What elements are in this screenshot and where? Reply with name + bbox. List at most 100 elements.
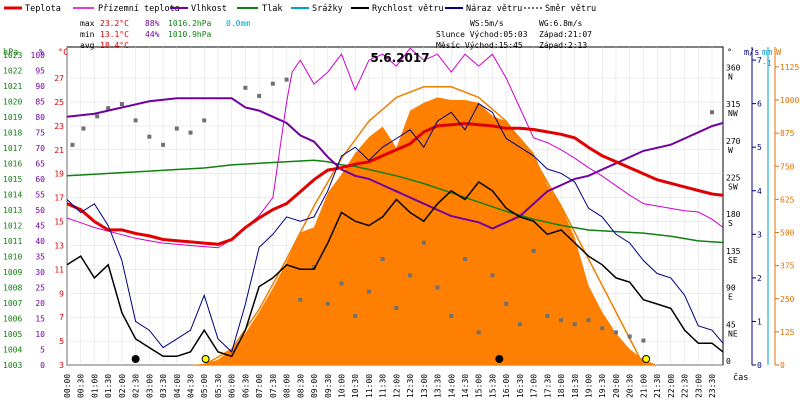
wind-direction-point bbox=[353, 314, 358, 319]
axis-tick-dir: 360 bbox=[726, 63, 741, 72]
axis-tick-dir: 225 bbox=[726, 174, 741, 183]
axis-tick-solar: 1000 bbox=[780, 96, 799, 105]
info-sun: Slunce Východ:05:03 bbox=[436, 30, 528, 39]
legend: Teplota Přízemní teplota Vlhkost Tlak Sr… bbox=[4, 4, 596, 14]
axis-tick-x: 14:00 bbox=[447, 374, 456, 398]
axis-tick-solar: 125 bbox=[780, 328, 795, 337]
axis-tick-x: 20:30 bbox=[626, 374, 635, 398]
left-axes: 1003100410051006100710081009101010111012… bbox=[3, 51, 64, 370]
axis-tick-pct: 65 bbox=[35, 159, 45, 168]
axis-tick-hpa: 1018 bbox=[3, 128, 22, 137]
stats-block: max 23.2°C 88% 1016.2hPa 0.0mm min 13.1°… bbox=[80, 19, 250, 50]
axis-tick-pct: 30 bbox=[35, 268, 45, 277]
wind-direction-point bbox=[119, 102, 124, 107]
wind-direction-point bbox=[257, 93, 262, 98]
axis-tick-dir-compass: SE bbox=[728, 256, 738, 265]
wind-speed-line bbox=[67, 180, 723, 358]
axis-tick-dir: 90 bbox=[726, 284, 736, 293]
wind-direction-point bbox=[490, 273, 495, 278]
axis-tick-x: 00:30 bbox=[77, 374, 86, 398]
axis-tick-x: 21:00 bbox=[639, 374, 648, 398]
axis-tick-wind: 0 bbox=[757, 361, 762, 370]
axis-tick-temp: 7 bbox=[59, 313, 64, 322]
wind-direction-point bbox=[174, 126, 179, 131]
axis-tick-hpa: 1006 bbox=[3, 314, 22, 323]
axis-tick-hpa: 1014 bbox=[3, 190, 22, 199]
axis-tick-temp: 17 bbox=[54, 194, 64, 203]
axis-tick-x: 21:30 bbox=[653, 374, 662, 398]
axis-tick-x: 05:30 bbox=[214, 374, 223, 398]
axis-tick-x: 03:30 bbox=[159, 374, 168, 398]
axis-tick-temp: 19 bbox=[54, 170, 64, 179]
axis-tick-x: 08:30 bbox=[296, 374, 305, 398]
wind-direction-point bbox=[641, 338, 646, 343]
wind-direction-point bbox=[559, 318, 564, 323]
axis-tick-x: 10:30 bbox=[351, 374, 360, 398]
stats-min-label: min bbox=[80, 30, 95, 39]
axis-tick-x: 14:30 bbox=[461, 374, 470, 398]
axis-tick-x: 15:00 bbox=[475, 374, 484, 398]
legend-label-rain: Srážky bbox=[312, 4, 343, 14]
axis-tick-x: 13:30 bbox=[434, 374, 443, 398]
wind-direction-point bbox=[147, 134, 152, 139]
legend-label-humidity: Vlhkost bbox=[191, 4, 227, 14]
axis-header-solar: W bbox=[776, 48, 782, 58]
wind-direction-point bbox=[408, 273, 413, 278]
axis-tick-dir-compass: SW bbox=[728, 183, 738, 192]
axis-tick-dir: 270 bbox=[726, 137, 741, 146]
wind-direction-point bbox=[95, 114, 100, 119]
wind-direction-point bbox=[284, 77, 289, 82]
axis-tick-x: 23:30 bbox=[708, 374, 717, 398]
axis-tick-x: 01:30 bbox=[104, 374, 113, 398]
axis-tick-x: 12:00 bbox=[392, 374, 401, 398]
axis-tick-x: 20:00 bbox=[612, 374, 621, 398]
axis-tick-dir: 135 bbox=[726, 247, 741, 256]
wind-direction-point bbox=[366, 289, 371, 294]
axis-header-dir: ° bbox=[727, 48, 732, 58]
axis-tick-hpa: 1016 bbox=[3, 159, 22, 168]
wind-direction-point bbox=[586, 318, 591, 323]
legend-label-temperature: Teplota bbox=[25, 4, 61, 14]
axis-tick-hpa: 1013 bbox=[3, 206, 22, 215]
info-block: WS:5m/s WG:6.8m/s Slunce Východ:05:03 Zá… bbox=[436, 19, 592, 50]
axis-tick-pct: 55 bbox=[35, 190, 45, 199]
axis-tick-hpa: 1010 bbox=[3, 252, 22, 261]
axis-tick-wind: 1 bbox=[757, 317, 762, 326]
axis-tick-hpa: 1008 bbox=[3, 283, 22, 292]
wind-direction-point bbox=[81, 126, 86, 131]
wind-direction-point bbox=[325, 301, 330, 306]
wind-direction-point bbox=[394, 305, 399, 310]
axis-tick-x: 12:30 bbox=[406, 374, 415, 398]
stats-avg-temp: 18.4°C bbox=[100, 41, 129, 50]
axis-tick-wind: 5 bbox=[757, 143, 762, 152]
axis-tick-pct: 15 bbox=[35, 314, 45, 323]
axis-tick-x: 03:00 bbox=[145, 374, 154, 398]
axis-header-temp: °C bbox=[58, 48, 68, 58]
axis-tick-hpa: 1009 bbox=[3, 268, 22, 277]
chart-title: 5.6.2017 bbox=[370, 51, 429, 65]
axis-tick-temp: 3 bbox=[59, 361, 64, 370]
axis-tick-hpa: 1017 bbox=[3, 144, 22, 153]
axis-tick-temp: 11 bbox=[54, 265, 64, 274]
legend-label-wind-direction: Směr větru bbox=[545, 4, 596, 14]
axis-tick-pct: 85 bbox=[35, 97, 45, 106]
wind-direction-point bbox=[106, 106, 111, 111]
axis-tick-hpa: 1005 bbox=[3, 330, 22, 339]
axis-tick-temp: 21 bbox=[54, 146, 64, 155]
wind-direction-point bbox=[188, 130, 193, 135]
axis-tick-temp: 27 bbox=[54, 74, 64, 83]
wind-gust-line bbox=[67, 102, 723, 353]
solar-radiation-area bbox=[190, 97, 658, 365]
axis-tick-dir-compass: NW bbox=[728, 109, 738, 118]
wind-direction-point bbox=[70, 142, 75, 147]
humidity-line bbox=[67, 97, 723, 230]
stats-max-hum: 88% bbox=[145, 19, 160, 28]
axis-tick-rain: -1 bbox=[762, 59, 772, 68]
axis-tick-solar: 1125 bbox=[780, 63, 799, 72]
axis-tick-x: 11:30 bbox=[379, 374, 388, 398]
axis-tick-solar: 375 bbox=[780, 262, 795, 271]
axis-tick-x: 16:30 bbox=[516, 374, 525, 398]
wind-direction-point bbox=[572, 322, 577, 327]
